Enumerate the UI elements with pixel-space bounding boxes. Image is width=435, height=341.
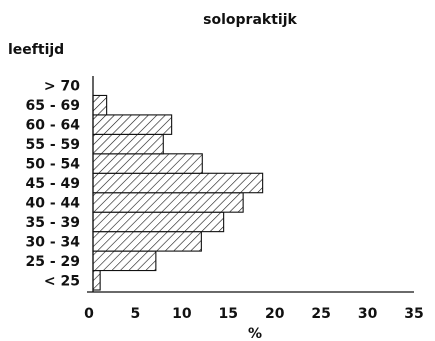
bar-45-49	[92, 172, 264, 194]
y-tick-label: 60 - 64	[25, 118, 80, 134]
bar-40-44	[92, 192, 244, 213]
x-tick-label: 10	[172, 306, 192, 322]
x-tick-label: 5	[131, 306, 141, 322]
bar-65-69	[92, 94, 108, 116]
y-tick-label: > 70	[44, 79, 80, 95]
bar-35-39	[92, 211, 225, 233]
x-tick-label: 25	[311, 306, 330, 322]
x-tick-label: 15	[219, 306, 238, 322]
y-tick-label: 45 - 49	[25, 176, 80, 192]
x-tick-label: 30	[358, 306, 378, 322]
bar-30-34	[92, 231, 202, 252]
y-tick-label: 30 - 34	[25, 234, 80, 250]
bar-25	[92, 269, 101, 291]
x-tick-label: 20	[265, 306, 285, 322]
y-tick-label: 35 - 39	[25, 215, 80, 231]
y-tick-label: 55 - 59	[25, 137, 80, 153]
x-tick-label: 0	[84, 306, 94, 322]
x-tick-labels: 0 5 10 15 20 25 30 35	[84, 306, 424, 322]
y-tick-label: 50 - 54	[25, 157, 80, 173]
x-tick-label: 35	[404, 306, 423, 322]
bar-55-59	[92, 133, 164, 155]
y-tick-label: < 25	[44, 273, 80, 289]
y-axis-label: leeftijd	[8, 42, 64, 58]
y-tick-label: 25 - 29	[25, 254, 80, 270]
bars-group	[92, 94, 264, 291]
y-tick-label: 65 - 69	[25, 98, 80, 114]
y-tick-labels: < 25 25 - 29 30 - 34 35 - 39 40 - 44 45 - 49 5…	[25, 79, 80, 290]
bar-25-29	[92, 250, 157, 272]
bar-50-54	[92, 153, 203, 174]
bar-60-64	[92, 114, 173, 135]
y-tick-label: 40 - 44	[25, 195, 80, 211]
x-axis-label: %	[248, 326, 262, 341]
axis-lines	[87, 76, 414, 293]
chart-title: solopraktijk	[203, 12, 297, 28]
